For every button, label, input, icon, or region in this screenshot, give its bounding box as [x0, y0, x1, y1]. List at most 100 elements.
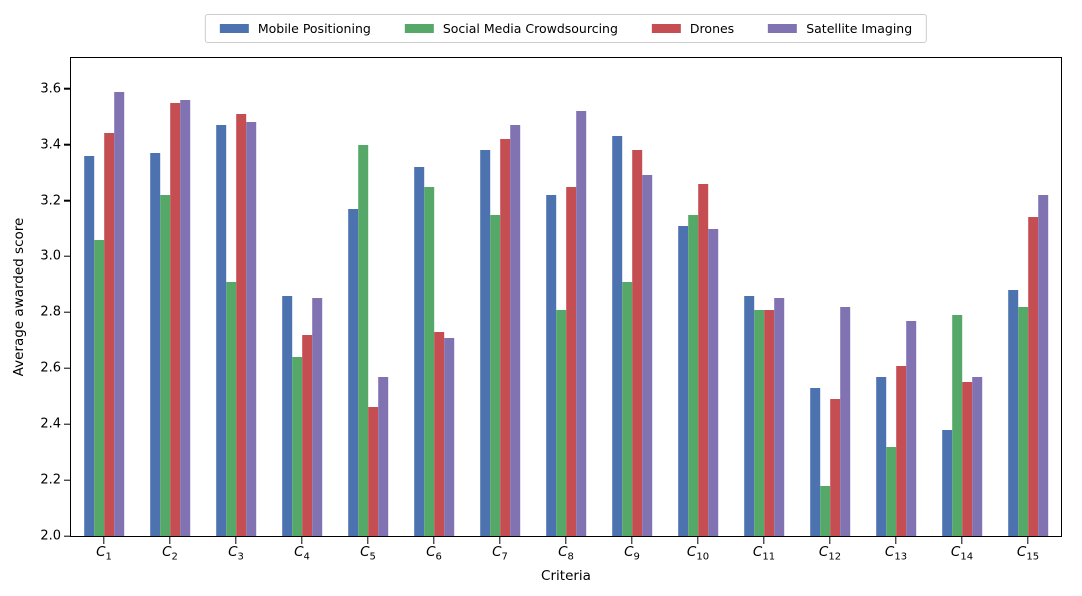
- y-tick-label: 2.8: [40, 304, 61, 320]
- bar-group: [216, 58, 256, 536]
- bar: [546, 194, 557, 536]
- bar: [236, 113, 246, 536]
- bar: [1037, 194, 1048, 536]
- bar: [1018, 306, 1029, 536]
- x-tick-mark: [103, 537, 105, 544]
- bar: [282, 295, 293, 536]
- x-tick-label: C11: [752, 544, 776, 563]
- bar: [245, 122, 256, 536]
- legend-item: Mobile Positioning: [219, 21, 371, 36]
- x-tick-label: C5: [360, 544, 376, 563]
- x-tick-mark: [763, 537, 765, 544]
- bar: [971, 376, 982, 536]
- x-tick-label: C7: [492, 544, 508, 563]
- x-tick-mark: [301, 537, 303, 544]
- legend-swatch-icon: [219, 24, 249, 33]
- bar-group: [282, 58, 322, 536]
- bar: [358, 144, 369, 536]
- bar-group: [678, 58, 718, 536]
- x-tick-mark: [961, 537, 963, 544]
- y-tick-mark: [64, 479, 70, 481]
- y-tick-mark: [64, 143, 70, 146]
- bar-group: [150, 58, 190, 536]
- x-tick-mark: [367, 537, 369, 544]
- legend-label: Drones: [689, 21, 735, 36]
- x-tick-label: C9: [624, 544, 640, 563]
- y-tick-label: 3.6: [40, 81, 61, 97]
- bar: [94, 239, 105, 536]
- y-tick-mark: [64, 311, 70, 314]
- bar: [707, 228, 718, 536]
- plot-area: 2.0 2.2 2.4 2.6 2.8 3.0 3.2 3.4 3.6 C1 C2 C3 C4 C5 C6 C…: [40, 57, 1062, 562]
- legend-label: Mobile Positioning: [257, 21, 371, 36]
- x-tick-label: C6: [426, 544, 442, 563]
- y-tick-label: 2.0: [40, 528, 61, 544]
- bar: [962, 382, 972, 536]
- bar: [414, 167, 425, 536]
- bar: [84, 155, 95, 536]
- bar: [1008, 290, 1019, 536]
- legend-label: Social Media Crowdsourcing: [442, 21, 618, 36]
- x-tick-label: C4: [294, 544, 310, 563]
- bar: [688, 214, 699, 536]
- x-tick-label: C12: [818, 544, 842, 563]
- bar: [896, 365, 906, 536]
- legend-swatch-icon: [768, 24, 798, 33]
- x-axis-title: Criteria: [541, 568, 591, 584]
- bar-group: [744, 58, 784, 536]
- bar: [311, 298, 322, 536]
- y-tick-label: 2.6: [40, 360, 61, 376]
- bar: [179, 99, 190, 536]
- bar: [424, 186, 435, 536]
- bar-group: [810, 58, 850, 536]
- x-tick-mark: [829, 537, 831, 544]
- x-tick-mark: [565, 537, 567, 544]
- legend-swatch-icon: [404, 24, 434, 33]
- x-tick-mark: [631, 537, 633, 544]
- bar: [292, 357, 303, 536]
- bar: [942, 429, 953, 536]
- bar: [575, 111, 586, 536]
- bar: [678, 225, 689, 536]
- bar-group: [348, 58, 388, 536]
- bar-group: [414, 58, 454, 536]
- bar: [113, 91, 124, 536]
- bar: [839, 306, 850, 536]
- x-tick-label: C2: [162, 544, 178, 563]
- bar-group: [84, 58, 124, 536]
- bar: [632, 150, 642, 536]
- bar: [434, 331, 444, 536]
- x-tick-mark: [499, 537, 501, 544]
- x-tick-label: C8: [558, 544, 574, 563]
- x-tick-label: C3: [228, 544, 244, 563]
- bar: [764, 309, 774, 536]
- bar: [612, 136, 623, 536]
- bar: [810, 387, 821, 536]
- x-tick-mark: [697, 537, 699, 544]
- x-tick-mark: [1027, 537, 1029, 544]
- legend-label: Satellite Imaging: [806, 21, 913, 36]
- x-tick-label: C1: [96, 544, 112, 563]
- y-tick-mark: [64, 88, 70, 90]
- bar: [622, 281, 633, 536]
- bar: [170, 102, 180, 536]
- bar: [886, 446, 897, 536]
- y-tick-mark: [64, 199, 70, 202]
- bar: [641, 175, 652, 536]
- bar: [104, 133, 114, 536]
- x-tick-mark: [169, 537, 171, 544]
- bar: [698, 183, 708, 536]
- bar-group: [480, 58, 520, 536]
- x-tick-label: C14: [950, 544, 974, 563]
- x-tick-label: C15: [1016, 544, 1040, 563]
- y-tick-label: 3.2: [40, 193, 61, 209]
- legend: Mobile Positioning Social Media Crowdsour…: [204, 14, 928, 43]
- y-axis-title: Average awarded score: [11, 217, 27, 377]
- bar: [500, 139, 510, 536]
- legend-swatch-icon: [651, 24, 681, 33]
- bar-group: [612, 58, 652, 536]
- bar: [773, 298, 784, 536]
- bar-group: [1008, 58, 1048, 536]
- bar: [490, 214, 501, 536]
